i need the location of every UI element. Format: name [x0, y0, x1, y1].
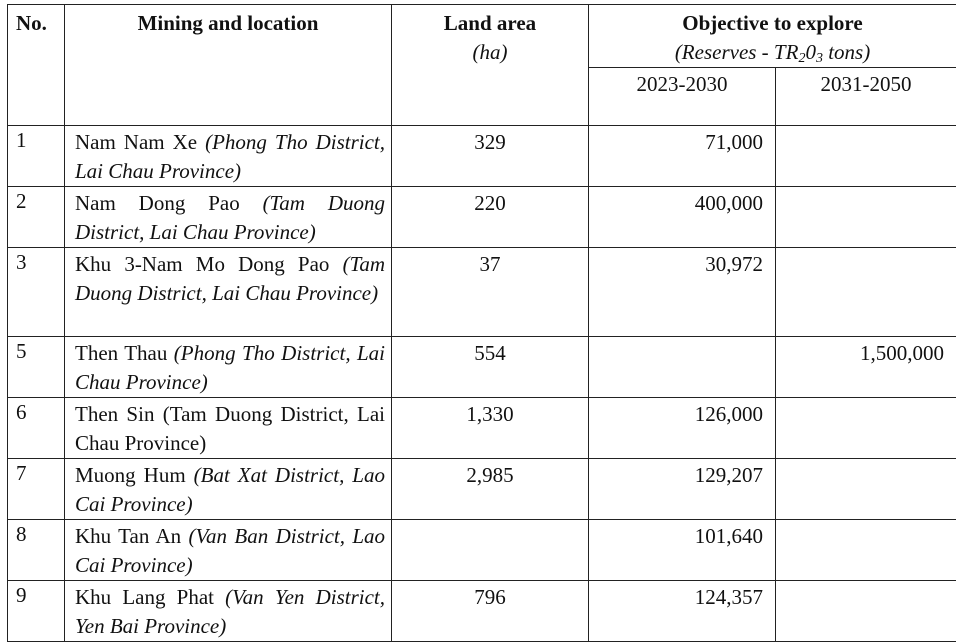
row-period-2: 1,500,000 [776, 337, 956, 398]
header-objective-sub: (Reserves - TR203 tons) [589, 38, 956, 67]
header-land-area-unit: (ha) [392, 38, 588, 67]
row-mining: Muong Hum (Bat Xat District, Lao Cai Pro… [65, 459, 392, 520]
header-land-area: Land area (ha) [392, 5, 589, 126]
header-no: No. [8, 5, 65, 126]
row-period-1: 400,000 [589, 187, 776, 248]
header-row: No. Mining and location Land area (ha) O… [8, 5, 956, 68]
row-period-1: 126,000 [589, 398, 776, 459]
mine-name: Khu Tan An [75, 524, 181, 548]
table-row: 9 Khu Lang Phat (Van Yen District, Yen B… [8, 581, 956, 642]
mine-name: Nam Nam Xe [75, 130, 197, 154]
mine-name: Then Sin [75, 402, 154, 426]
table-row: 2 Nam Dong Pao (Tam Duong District, Lai … [8, 187, 956, 248]
mine-name: Khu 3-Nam Mo Dong Pao [75, 252, 329, 276]
row-period-2 [776, 520, 956, 581]
table-row: 1 Nam Nam Xe (Phong Tho District, Lai Ch… [8, 126, 956, 187]
row-mining: Nam Nam Xe (Phong Tho District, Lai Chau… [65, 126, 392, 187]
row-area: 329 [392, 126, 589, 187]
row-period-2 [776, 187, 956, 248]
row-period-1: 129,207 [589, 459, 776, 520]
table-row: 8 Khu Tan An (Van Ban District, Lao Cai … [8, 520, 956, 581]
table-row: 3 Khu 3-Nam Mo Dong Pao (Tam Duong Distr… [8, 248, 956, 337]
row-mining: Khu 3-Nam Mo Dong Pao (Tam Duong Distric… [65, 248, 392, 337]
row-period-1: 30,972 [589, 248, 776, 337]
row-area [392, 520, 589, 581]
row-mining: Nam Dong Pao (Tam Duong District, Lai Ch… [65, 187, 392, 248]
row-period-2 [776, 581, 956, 642]
objective-sub-text: (Reserves - TR [675, 40, 799, 64]
row-mining: Then Thau (Phong Tho District, Lai Chau … [65, 337, 392, 398]
row-area: 1,330 [392, 398, 589, 459]
row-no: 8 [8, 520, 65, 581]
row-area: 220 [392, 187, 589, 248]
objective-sub-0: 0 [805, 40, 816, 64]
row-period-1: 71,000 [589, 126, 776, 187]
row-mining: Khu Lang Phat (Van Yen District, Yen Bai… [65, 581, 392, 642]
row-no: 2 [8, 187, 65, 248]
row-area: 554 [392, 337, 589, 398]
row-period-1: 124,357 [589, 581, 776, 642]
row-mining: Then Sin (Tam Duong District, Lai Chau P… [65, 398, 392, 459]
objective-sub-3: 3 [816, 51, 823, 66]
header-mining-location: Mining and location [65, 5, 392, 126]
mining-table: No. Mining and location Land area (ha) O… [7, 4, 956, 642]
row-no: 1 [8, 126, 65, 187]
table-row: 6 Then Sin (Tam Duong District, Lai Chau… [8, 398, 956, 459]
row-no: 9 [8, 581, 65, 642]
header-objective-label: Objective to explore [589, 9, 956, 38]
row-period-2 [776, 126, 956, 187]
mine-name: Khu Lang Phat [75, 585, 214, 609]
row-no: 5 [8, 337, 65, 398]
mine-name: Nam Dong Pao [75, 191, 240, 215]
table-row: 5 Then Thau (Phong Tho District, Lai Cha… [8, 337, 956, 398]
row-no: 3 [8, 248, 65, 337]
row-period-2 [776, 248, 956, 337]
header-period-1: 2023-2030 [589, 68, 776, 126]
row-no: 7 [8, 459, 65, 520]
row-area: 796 [392, 581, 589, 642]
row-period-1: 101,640 [589, 520, 776, 581]
row-area: 37 [392, 248, 589, 337]
row-period-2 [776, 459, 956, 520]
row-no: 6 [8, 398, 65, 459]
mine-name: Then Thau [75, 341, 167, 365]
row-mining: Khu Tan An (Van Ban District, Lao Cai Pr… [65, 520, 392, 581]
header-period-2: 2031-2050 [776, 68, 956, 126]
row-period-1 [589, 337, 776, 398]
row-period-2 [776, 398, 956, 459]
header-land-area-label: Land area [392, 9, 588, 38]
objective-sub-post: tons) [823, 40, 870, 64]
header-objective: Objective to explore (Reserves - TR203 t… [589, 5, 956, 68]
table-row: 7 Muong Hum (Bat Xat District, Lao Cai P… [8, 459, 956, 520]
row-area: 2,985 [392, 459, 589, 520]
mine-name: Muong Hum [75, 463, 186, 487]
